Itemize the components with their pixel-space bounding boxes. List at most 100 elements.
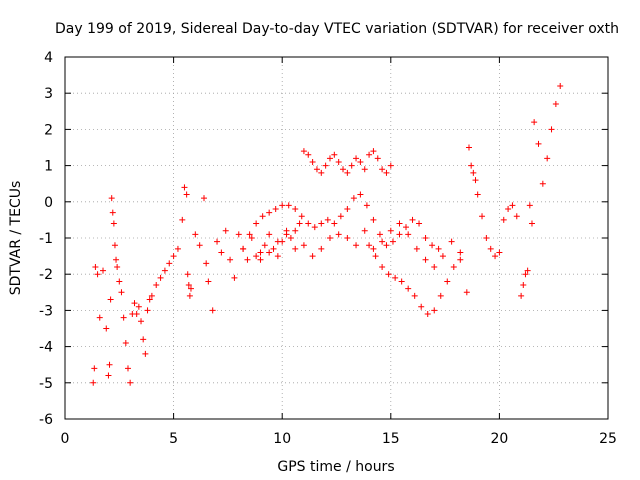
data-point (318, 245, 325, 252)
y-tick-label: -1 (39, 231, 53, 247)
data-point (465, 144, 472, 151)
data-point (110, 220, 117, 227)
data-point (124, 365, 131, 372)
data-point (166, 260, 173, 267)
data-point (114, 263, 121, 270)
x-tick-label: 0 (61, 431, 70, 447)
data-point (557, 82, 564, 89)
data-point (439, 253, 446, 260)
data-point (300, 242, 307, 249)
series-mid-wave (257, 220, 464, 270)
data-point (372, 253, 379, 260)
y-tick-label: -5 (39, 376, 53, 392)
data-point (266, 209, 273, 216)
data-point (184, 271, 191, 278)
x-tick-label: 10 (273, 431, 291, 447)
data-point (140, 336, 147, 343)
data-point (385, 271, 392, 278)
data-point (266, 249, 273, 256)
data-point (429, 242, 436, 249)
x-tick-label: 15 (382, 431, 400, 447)
data-point (144, 307, 151, 314)
data-point (409, 216, 416, 223)
data-point (450, 263, 457, 270)
data-point (205, 278, 212, 285)
data-point (92, 263, 99, 270)
data-point (285, 202, 292, 209)
data-point (183, 191, 190, 198)
data-point (116, 278, 123, 285)
x-axis-label: GPS time / hours (277, 459, 394, 475)
y-tick-label: 4 (44, 50, 53, 66)
data-point (305, 151, 312, 158)
data-point (539, 180, 546, 187)
data-point (109, 209, 116, 216)
data-point (248, 235, 255, 241)
data-point (311, 224, 318, 231)
y-tick-label: 2 (44, 122, 53, 138)
x-tick-label: 25 (599, 431, 617, 447)
data-point (231, 274, 238, 281)
data-point (113, 256, 120, 263)
data-point (246, 231, 253, 238)
y-tick-label: -4 (39, 340, 53, 356)
data-point (279, 202, 286, 209)
data-point (468, 162, 475, 169)
data-point (492, 253, 499, 260)
data-point (120, 314, 127, 321)
data-point (91, 365, 98, 372)
data-point (422, 256, 429, 263)
data-point (528, 220, 535, 227)
data-point (398, 278, 405, 285)
y-tick-label: 1 (44, 159, 53, 175)
x-tick-label: 20 (490, 431, 508, 447)
data-point (405, 231, 412, 238)
data-point (389, 238, 396, 245)
data-point (318, 220, 325, 227)
data-point (509, 202, 516, 209)
data-point (185, 282, 192, 289)
data-point (418, 303, 425, 310)
data-point (331, 151, 338, 158)
data-point (366, 242, 373, 249)
data-point (431, 307, 438, 314)
data-point (298, 213, 305, 220)
data-point (157, 274, 164, 281)
data-point (457, 249, 464, 256)
data-point (227, 256, 234, 263)
data-point (513, 213, 520, 220)
data-point (535, 140, 542, 147)
data-point (487, 245, 494, 252)
data-point (357, 191, 364, 198)
data-point (479, 213, 486, 220)
data-point (259, 213, 266, 220)
data-point (520, 282, 527, 289)
data-point (309, 253, 316, 260)
data-point (472, 177, 479, 184)
data-point (192, 231, 199, 238)
data-point (363, 202, 370, 209)
data-point (431, 263, 438, 270)
y-tick-label: 0 (44, 195, 53, 211)
data-points (90, 82, 564, 386)
data-point (374, 155, 381, 162)
data-point (379, 263, 386, 270)
data-point (435, 245, 442, 252)
data-point (376, 231, 383, 238)
y-tick-label: -6 (39, 412, 53, 428)
data-point (90, 379, 97, 386)
data-point (127, 379, 134, 386)
data-point (344, 206, 351, 213)
data-point (322, 162, 329, 169)
data-point (201, 195, 208, 202)
data-point (500, 216, 507, 223)
data-point (379, 238, 386, 245)
data-point (548, 126, 555, 133)
data-point (253, 253, 260, 260)
data-point (138, 318, 145, 325)
data-point (313, 166, 320, 173)
data-point (222, 227, 229, 234)
data-point (370, 216, 377, 223)
data-point (270, 245, 277, 252)
